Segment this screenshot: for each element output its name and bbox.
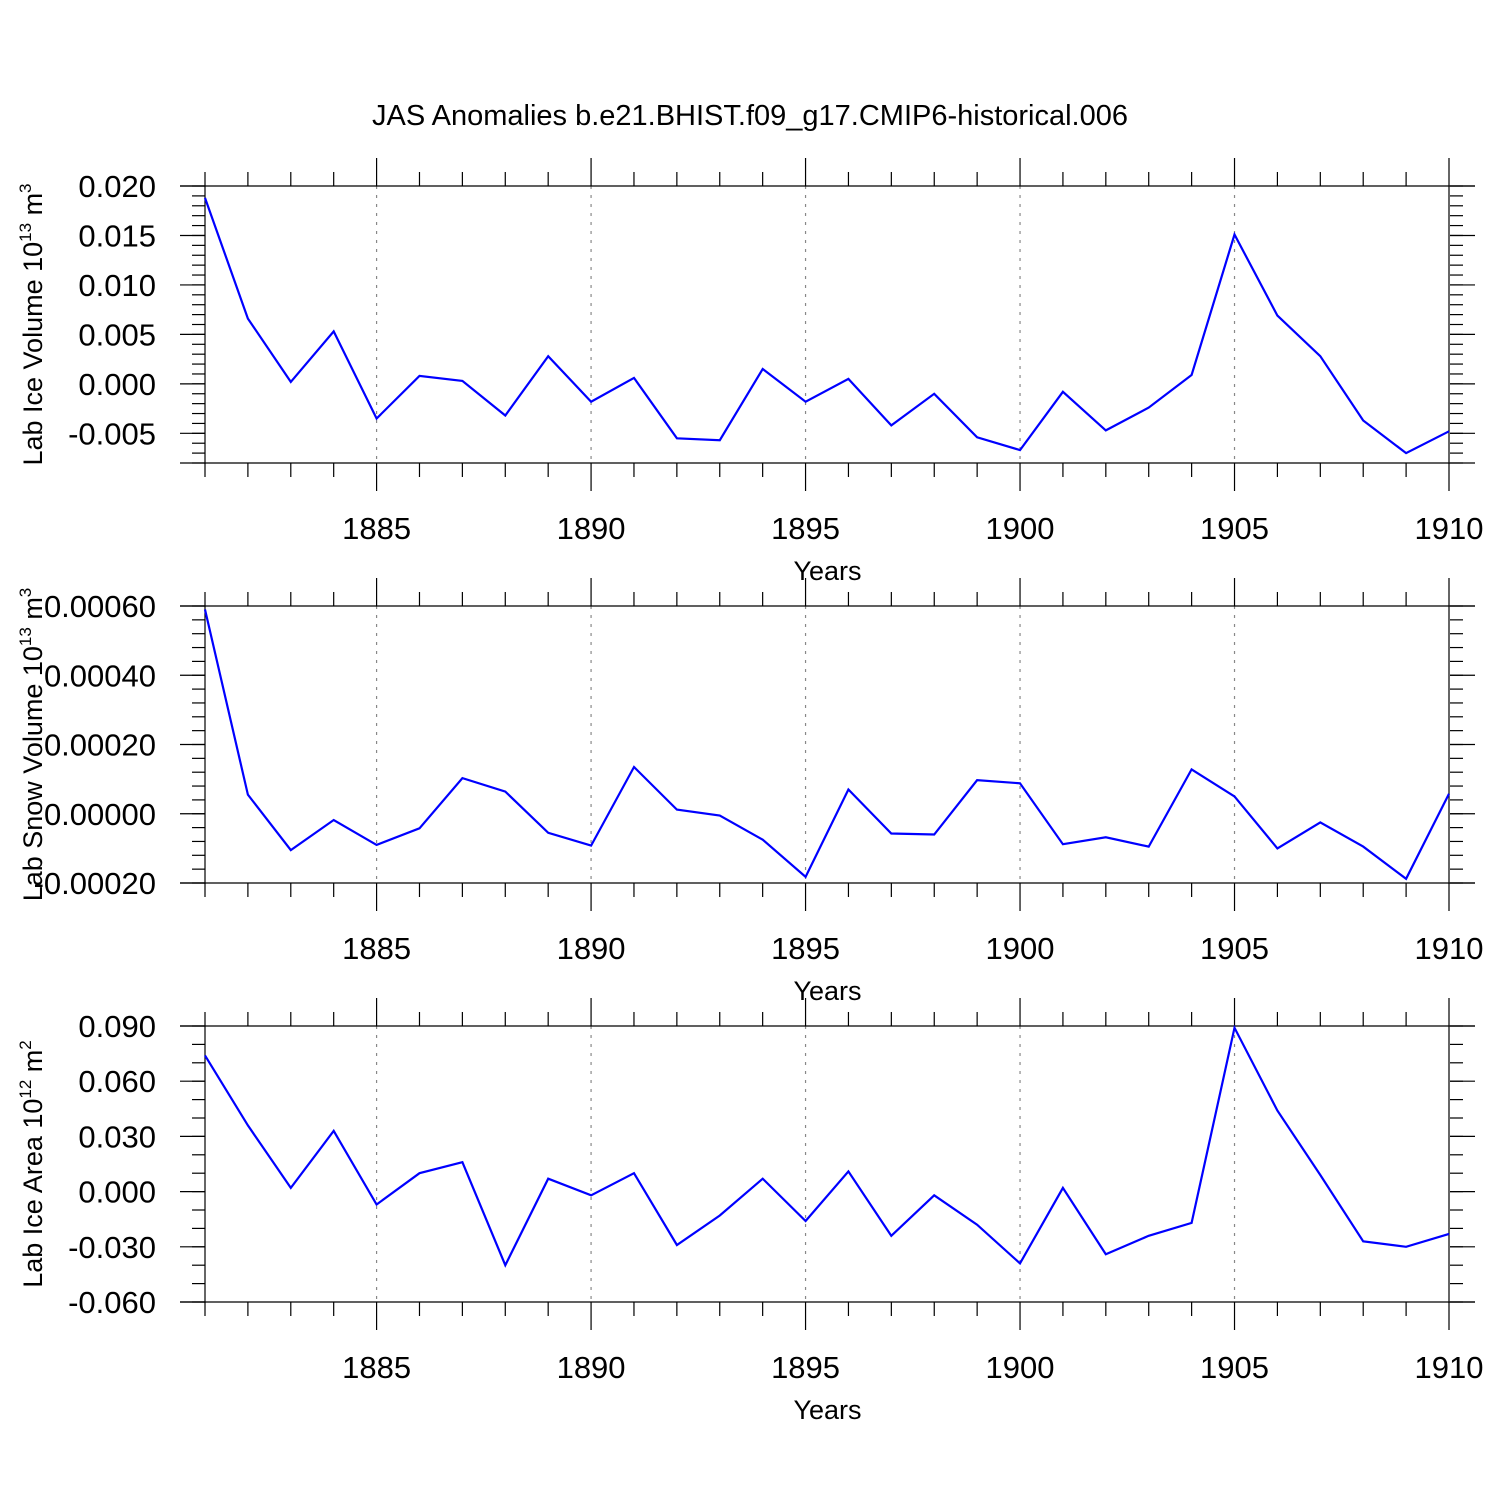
y-tick-label: 0.090 <box>78 1009 156 1044</box>
x-tick-label: 1910 <box>1415 511 1484 546</box>
x-tick-label: 1900 <box>986 931 1055 966</box>
x-tick-label: 1910 <box>1415 1350 1484 1385</box>
y-tick-label: 0.010 <box>78 268 156 303</box>
y-tick-label: 0.00060 <box>44 589 156 624</box>
y-tick-label: 0.00000 <box>44 797 156 832</box>
y-axis-label: Lab Ice Volume 1013 m3 <box>16 183 48 465</box>
y-tick-label: 0.015 <box>78 218 156 253</box>
y-tick-label: 0.005 <box>78 317 156 352</box>
y-tick-label: 0.000 <box>78 367 156 402</box>
series-line <box>203 197 1450 455</box>
x-tick-label: 1885 <box>342 511 411 546</box>
x-tick-label: 1890 <box>557 511 626 546</box>
y-tick-label: -0.005 <box>68 416 156 451</box>
x-tick-label: 1910 <box>1415 931 1484 966</box>
x-axis-label: Years <box>793 976 861 1006</box>
chart-title: JAS Anomalies b.e21.BHIST.f09_g17.CMIP6-… <box>372 100 1128 132</box>
y-tick-label: 0.030 <box>78 1119 156 1154</box>
x-tick-label: 1895 <box>771 1350 840 1385</box>
series-line <box>203 609 1450 881</box>
y-tick-label: -0.00020 <box>34 866 156 901</box>
y-axis-label: Lab Snow Volume 1013 m3 <box>16 588 48 902</box>
y-tick-label: 0.020 <box>78 169 156 204</box>
x-tick-label: 1895 <box>771 931 840 966</box>
y-tick-label: 0.000 <box>78 1175 156 1210</box>
y-tick-label: 0.060 <box>78 1064 156 1099</box>
panel-3: 0.090 0.060 0.030 0.000 -0.030 -0.060 1885 1890… <box>16 998 1483 1425</box>
x-axis-label: Years <box>793 556 861 586</box>
y-tick-label: 0.00020 <box>44 728 156 763</box>
x-tick-label: 1905 <box>1200 511 1269 546</box>
panel-1: 0.020 0.015 0.010 0.005 0.000 -0.005 1885 1890 1… <box>16 158 1483 586</box>
y-axis-label: Lab Ice Area 1012 m2 <box>16 1040 48 1288</box>
x-tick-label: 1890 <box>557 931 626 966</box>
x-tick-label: 1900 <box>986 511 1055 546</box>
x-tick-label: 1895 <box>771 511 840 546</box>
x-tick-label: 1885 <box>342 931 411 966</box>
x-axis-label: Years <box>793 1395 861 1425</box>
y-tick-label: -0.030 <box>68 1230 156 1265</box>
x-tick-label: 1905 <box>1200 931 1269 966</box>
x-tick-label: 1905 <box>1200 1350 1269 1385</box>
x-tick-label: 1885 <box>342 1350 411 1385</box>
series-line <box>204 1024 1450 1268</box>
y-tick-label: -0.060 <box>68 1285 156 1320</box>
x-tick-label: 1890 <box>557 1350 626 1385</box>
panel-2: 0.00060 0.00040 0.00020 0.00000 -0.00020 1885… <box>16 578 1483 1006</box>
x-tick-label: 1900 <box>986 1350 1055 1385</box>
y-tick-label: 0.00040 <box>44 658 156 693</box>
